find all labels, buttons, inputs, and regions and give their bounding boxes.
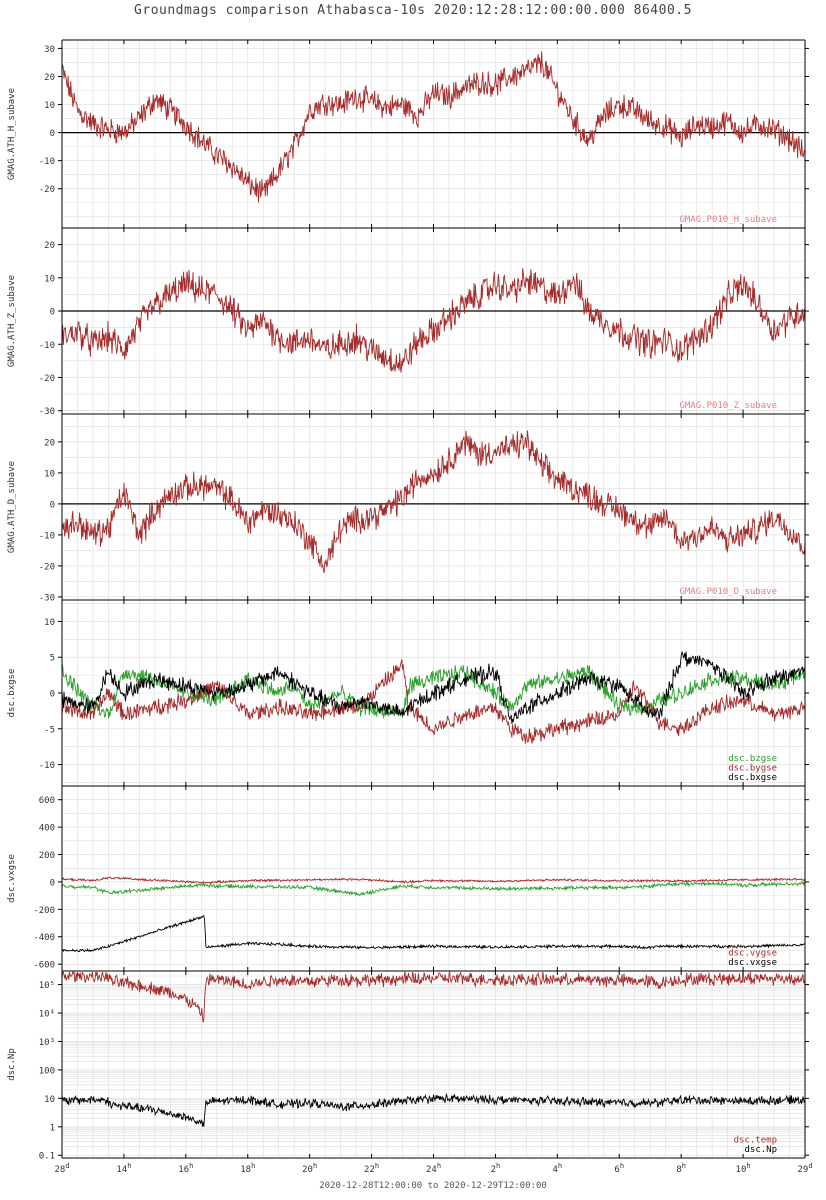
y-tick-label: 5: [50, 654, 55, 664]
y-tick-label: 600: [39, 796, 55, 806]
x-tick-label: 16h: [178, 1162, 193, 1175]
y-tick-label: -30: [39, 593, 55, 603]
series-line-dsc-bxgse: [61, 650, 806, 724]
y-tick-label: 10: [44, 618, 55, 628]
series-line-dsc-np: [61, 1092, 806, 1127]
series-line-gmag-p010-d-subave: [61, 430, 806, 574]
series-line-dsc-vxgse: [61, 915, 806, 953]
series-line-dsc-temp: [61, 970, 806, 1023]
y-tick-label: 20: [44, 438, 55, 448]
y-tick-label: -400: [33, 933, 55, 943]
x-tick-label: 22h: [364, 1162, 379, 1175]
series-line-gmag-p010-z-subave: [61, 268, 806, 373]
y-tick-label: 10⁴: [39, 1010, 55, 1020]
y-tick-label: -5: [44, 725, 55, 735]
x-tick-label: 6h: [614, 1162, 624, 1175]
y-tick-label: 100: [39, 1066, 55, 1076]
x-tick-label: 20h: [302, 1162, 317, 1175]
series-line-dsc-vzgse: [61, 880, 806, 897]
y-tick-label: 200: [39, 851, 55, 861]
y-tick-label: 0: [50, 878, 55, 888]
y-tick-label: 10: [44, 274, 55, 284]
y-tick-label: -10: [39, 157, 55, 167]
panel-1: -20 -10 0 10 20 30 GMAG.ATH_H_subave GMAG.P010_…: [7, 39, 809, 229]
panel-2: -30 -20 -10 0 10 20 GMAG.ATH_Z_subave GMAG.P010…: [7, 227, 809, 417]
legend-entry: dsc.bzgse: [728, 754, 777, 764]
x-tick-label: 14h: [116, 1162, 131, 1175]
y-tick-label: -200: [33, 906, 55, 916]
legend-entry: dsc.temp: [734, 1136, 777, 1146]
y-tick-label: 20: [44, 73, 55, 83]
y-tick-label: 20: [44, 241, 55, 251]
y-tick-label: 0: [50, 500, 55, 510]
figure-title: Groundmags comparison Athabasca-10s 2020…: [134, 3, 692, 18]
x-tick-label: 2h: [491, 1162, 501, 1175]
legend-entry: GMAG.P010_H_subave: [679, 215, 777, 225]
series-line-gmag-p010-h-subave: [61, 51, 806, 203]
x-tick-label: 10h: [736, 1162, 751, 1175]
x-tick-label: 29d: [797, 1162, 812, 1175]
legend-entry: dsc.Np: [744, 1145, 777, 1155]
y-axis-label: dsc.Np: [7, 1048, 17, 1081]
x-tick-label: 8h: [676, 1162, 686, 1175]
x-tick-label: 18h: [240, 1162, 255, 1175]
y-axis-label: GMAG.ATH_D_subave: [7, 461, 17, 553]
y-tick-label: -20: [39, 185, 55, 195]
y-tick-label: 10³: [39, 1038, 55, 1048]
legend-entry: GMAG.P010_Z_subave: [679, 401, 777, 411]
legend-entry: dsc.vxgse: [728, 958, 777, 968]
panel-5: -600-400-2000200400600dsc.vxgsedsc.vygse…: [7, 785, 809, 972]
y-tick-label: 0: [50, 129, 55, 139]
y-tick-label: -30: [39, 407, 55, 417]
y-tick-label: -10: [39, 761, 55, 771]
y-tick-label: 1: [50, 1123, 55, 1133]
y-tick-label: 0: [50, 690, 55, 700]
time-range-footer: 2020-12-28T12:00:00 to 2020-12-29T12:00:…: [319, 1181, 547, 1191]
y-axis-label: GMAG.ATH_Z_subave: [7, 275, 17, 367]
y-tick-label: 0.1: [39, 1152, 55, 1162]
series-line-dsc-bygse: [61, 659, 806, 744]
panel-4: -10-50510dsc.bxgsedsc.bzgsedsc.bygsedsc.…: [7, 599, 809, 787]
y-axis-label: dsc.vxgse: [7, 854, 17, 903]
series-line-dsc-vygse: [61, 876, 806, 884]
y-tick-label: 0: [50, 308, 55, 318]
y-tick-label: -20: [39, 562, 55, 572]
legend-entry: dsc.vygse: [728, 949, 777, 959]
y-tick-label: 30: [44, 45, 55, 55]
x-tick-label: 4h: [553, 1162, 563, 1175]
panel-3: -30 -20 -10 0 10 20 GMAG.ATH_D_subave GMAG.P010…: [7, 413, 809, 603]
series-line-dsc-bzgse: [61, 663, 806, 719]
y-tick-label: -20: [39, 374, 55, 384]
y-axis-label: dsc.bxgse: [7, 669, 17, 718]
legend-entry: dsc.bygse: [728, 764, 777, 774]
legend-entry: GMAG.P010_D_subave: [679, 587, 777, 597]
y-tick-label: 10: [44, 1095, 55, 1105]
x-tick-label: 28d: [54, 1162, 69, 1175]
y-tick-label: -10: [39, 341, 55, 351]
x-tick-label: 24h: [426, 1162, 441, 1175]
y-tick-label: 10: [44, 101, 55, 111]
y-tick-label: -10: [39, 531, 55, 541]
y-tick-label: 10: [44, 469, 55, 479]
y-tick-label: -600: [33, 961, 55, 971]
y-axis-label: GMAG.ATH_H_subave: [7, 88, 17, 180]
legend-entry: dsc.bxgse: [728, 773, 777, 783]
y-tick-label: 400: [39, 824, 55, 834]
y-tick-label: 10⁵: [39, 981, 55, 991]
